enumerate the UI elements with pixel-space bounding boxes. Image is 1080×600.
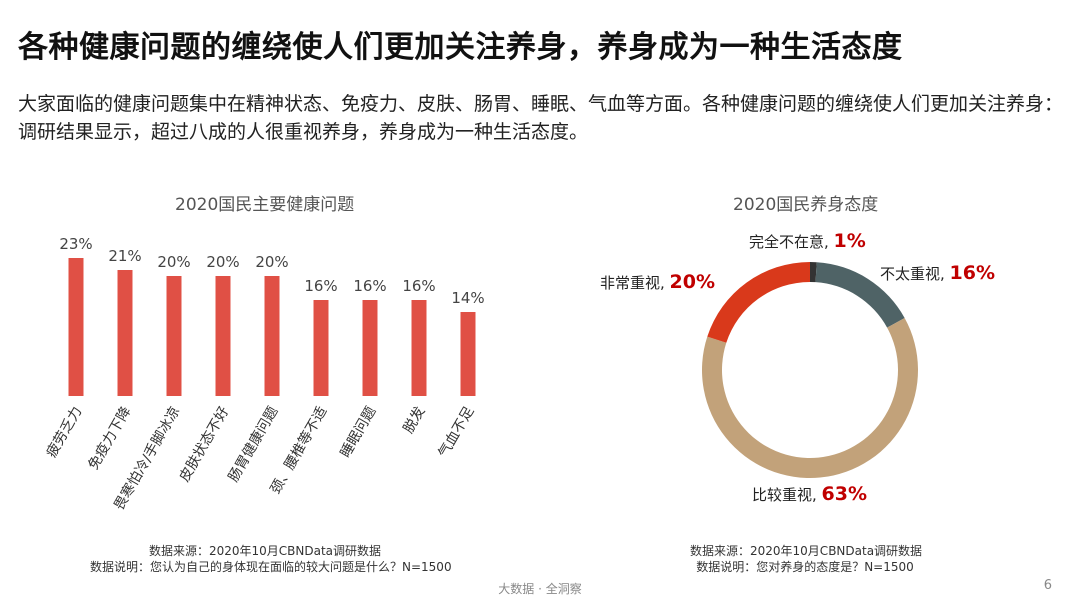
slice-name: 完全不在意, xyxy=(749,233,834,251)
page-number: 6 xyxy=(1043,578,1052,593)
bar-4 xyxy=(215,276,231,396)
category-label: 脱发 xyxy=(401,404,429,436)
slice-fairly xyxy=(701,317,919,478)
page-description: 大家面临的健康问题集中在精神状态、免疫力、皮肤、肠胃、睡眠、气血等方面。各种健康… xyxy=(18,93,1064,143)
donut-chart-title: 2020国民养身态度 xyxy=(733,195,879,215)
category-label: 气血不足 xyxy=(436,404,478,460)
bar-chart-title: 2020国民主要健康问题 xyxy=(175,195,355,215)
bar-value-label: 14% xyxy=(451,289,484,307)
slice-not-care xyxy=(810,262,817,283)
bar-value-label: 20% xyxy=(255,253,288,271)
donut-source-line1: 数据来源：2020年10月CBNData调研数据 xyxy=(690,544,923,558)
bar-value-label: 16% xyxy=(353,277,386,295)
bar-value-label: 23% xyxy=(59,235,92,253)
slice-percent: 20% xyxy=(670,271,715,293)
bar-2 xyxy=(117,270,133,396)
bar-5 xyxy=(264,276,280,396)
category-label: 免疫力下降 xyxy=(86,404,135,473)
slice-label: 不太重视, 16% xyxy=(880,262,995,284)
bar-source-line2: 数据说明：您认为自己的身体现在面临的较大问题是什么？N=1500 xyxy=(90,560,452,574)
slice-label: 非常重视, 20% xyxy=(600,271,715,293)
bar-9 xyxy=(460,312,476,396)
bar-value-label: 16% xyxy=(304,277,337,295)
bar-1 xyxy=(68,258,84,396)
bar-7 xyxy=(362,300,378,396)
bar-8 xyxy=(411,300,427,396)
donut-source-line2: 数据说明：您对养身的态度是？N=1500 xyxy=(696,560,914,574)
slice-percent: 16% xyxy=(950,262,995,284)
slice-name: 非常重视, xyxy=(600,274,670,292)
bar-source-line1: 数据来源：2020年10月CBNData调研数据 xyxy=(148,544,382,558)
slice-very xyxy=(707,262,810,343)
slice-label: 完全不在意, 1% xyxy=(749,230,866,252)
page-title: 各种健康问题的缠绕使人们更加关注养身，养身成为一种生活态度 xyxy=(18,30,903,65)
bar-value-label: 16% xyxy=(402,277,435,295)
slice-name: 不太重视, xyxy=(880,265,950,283)
bar-value-label: 21% xyxy=(108,247,141,265)
slice-label: 比较重视, 63% xyxy=(752,483,867,505)
slice-percent: 63% xyxy=(822,483,867,505)
donut-chart-source: 数据来源：2020年10月CBNData调研数据 数据说明：您对养身的态度是？N… xyxy=(690,543,923,575)
footer-tagline: 大数据 · 全洞察 xyxy=(498,582,582,596)
bar-6 xyxy=(313,300,329,396)
bar-chart-source: 数据来源：2020年10月CBNData调研数据 数据说明：您认为自己的身体现在… xyxy=(90,543,452,575)
category-label: 皮肤状态不好 xyxy=(177,404,233,485)
slice-not-much xyxy=(815,262,905,328)
slice-name: 比较重视, xyxy=(752,486,822,504)
bar-3 xyxy=(166,276,182,396)
category-label: 肠胃健康问题 xyxy=(225,404,282,485)
bar-value-label: 20% xyxy=(206,253,239,271)
category-label: 疲劳乏力 xyxy=(43,404,86,461)
category-label: 睡眠问题 xyxy=(338,404,380,460)
bar-value-label: 20% xyxy=(157,253,190,271)
slice-percent: 1% xyxy=(834,230,866,252)
